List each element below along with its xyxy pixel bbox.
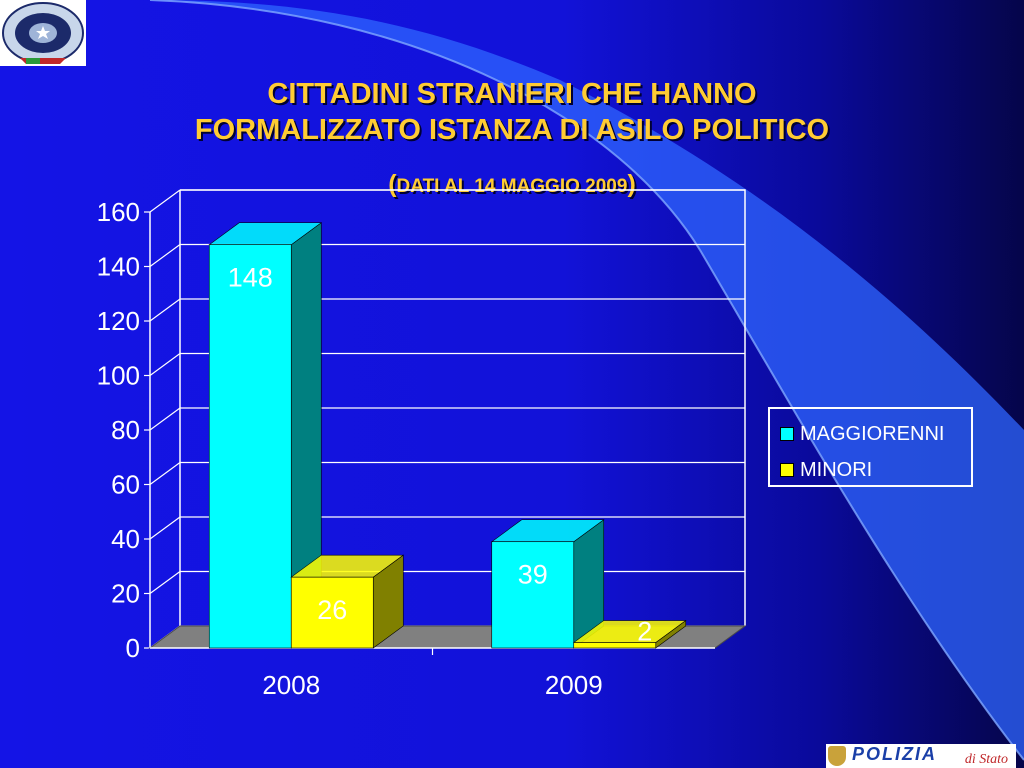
gridline-side (149, 571, 181, 594)
gridline-side (149, 462, 181, 485)
legend-label-minori: MINORI (800, 458, 873, 481)
x-tick-label: 2009 (545, 670, 603, 700)
y-tick-label: 160 (97, 197, 140, 227)
gridline-side (149, 353, 181, 376)
y-tick-label: 120 (97, 306, 140, 336)
data-label-minori-2008: 26 (317, 595, 347, 625)
subtitle-close-paren: ) (627, 170, 636, 198)
data-label-maggiorenni-2009: 39 (518, 560, 548, 590)
polizia-crest-icon (828, 746, 846, 766)
y-tick-label: 140 (97, 252, 140, 282)
bar-maggiorenni-2009 (491, 541, 575, 649)
y-tick-label: 80 (111, 415, 140, 445)
polizia-logo-sub: di Stato (964, 752, 1008, 767)
gridline-side (149, 244, 181, 267)
ministry-seal-logo (0, 0, 86, 66)
title-subtitle: (DATI AL 14 MAGGIO 2009) (80, 170, 944, 201)
x-tick-label: 2008 (262, 670, 320, 700)
subtitle-open-paren: ( (388, 170, 397, 198)
gridline-side (149, 516, 181, 540)
bar-minori-2009 (573, 642, 657, 649)
title-line-2: FORMALIZZATO ISTANZA DI ASILO POLITICO (194, 114, 830, 146)
y-tick-label: 0 (126, 633, 140, 663)
bar-minori-2008 (290, 576, 374, 649)
y-tick-label: 20 (111, 579, 140, 609)
legend-item-maggiorenni: MAGGIORENNI (780, 422, 944, 446)
y-tick-label: 100 (97, 361, 140, 391)
legend-swatch-maggiorenni (780, 427, 794, 441)
legend-label-maggiorenni: MAGGIORENNI (800, 422, 945, 445)
y-tick-label: 40 (111, 524, 140, 554)
gridline-side (149, 298, 181, 322)
legend-swatch-minori (780, 463, 794, 477)
data-label-maggiorenni-2008: 148 (228, 263, 273, 293)
polizia-logo-word: POLIZIA (852, 744, 937, 764)
gridline-side (149, 407, 181, 431)
polizia-logo: POLIZIA di Stato (826, 744, 1016, 768)
subtitle-date: DATI AL 14 MAGGIO 2009 (396, 176, 628, 197)
bar-maggiorenni-2008 (208, 244, 292, 649)
slide-title: CITTADINI STRANIERI CHE HANNO FORMALIZZA… (80, 76, 944, 201)
title-line-1: CITTADINI STRANIERI CHE HANNO (267, 78, 757, 110)
gridline-side (149, 189, 181, 213)
data-label-minori-2009: 2 (637, 617, 652, 647)
legend-item-minori: MINORI (780, 458, 872, 482)
chart-legend: MAGGIORENNI MINORI (768, 407, 973, 487)
y-tick-label: 60 (111, 470, 140, 500)
